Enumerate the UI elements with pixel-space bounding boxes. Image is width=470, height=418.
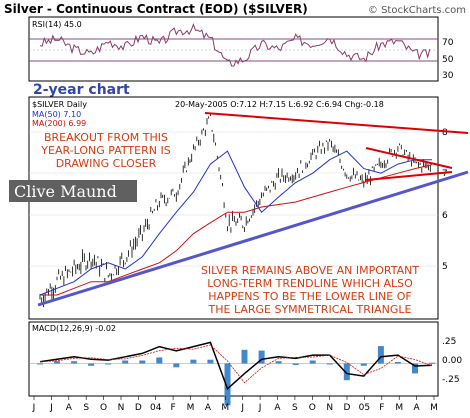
month-tick-label: 05: [359, 403, 370, 413]
annotation-top-line-2: YEAR-LONG PATTERN IS: [40, 144, 170, 157]
macd-hist-bar: [275, 361, 282, 364]
month-tick-label: F: [171, 403, 176, 413]
macd-label: MACD(12,26,9) -0.02: [32, 324, 116, 333]
macd-hist-bar: [139, 360, 146, 364]
macd-tick-neg: -.25: [442, 375, 460, 385]
month-tick-label: N: [326, 403, 333, 413]
month-tick-label: S: [292, 403, 298, 413]
macd-hist-bar: [224, 363, 231, 406]
ma200-line: [40, 164, 433, 296]
chart-title: Silver - Continuous Contract (EOD) ($SIL…: [4, 2, 308, 16]
macd-hist-bar: [173, 363, 180, 368]
month-tick-label: A: [205, 403, 212, 413]
month-tick-label: D: [135, 403, 142, 413]
macd-line: [39, 341, 433, 391]
small-triangle-upper-line: [365, 147, 453, 169]
month-tick-label: J: [49, 403, 53, 413]
annotation-bottom-line-3: HAPPENS TO BE THE LOWER LINE OF: [208, 290, 411, 303]
macd-hist-bar: [37, 363, 43, 365]
month-tick-label: O: [309, 403, 316, 413]
macd-histogram: [37, 346, 435, 406]
macd-tick-pos: .25: [442, 337, 456, 347]
month-tick-label: N: [118, 403, 125, 413]
annotation-bottom-line-1: SILVER REMAINS ABOVE AN IMPORTANT: [201, 264, 419, 277]
annotation-bottom-line-4: THE LARGE SYMMETRICAL TRIANGLE: [208, 303, 412, 316]
month-tick-label: A: [414, 403, 421, 413]
credit-text: © StockCharts.com: [368, 5, 466, 16]
month-tick-label: J: [258, 403, 262, 413]
month-tick-label: D: [344, 403, 351, 413]
month-tick-label: M: [395, 403, 403, 413]
macd-hist-bar: [394, 362, 401, 364]
rsi-label: RSI(14) 45.0: [32, 20, 82, 29]
macd-hist-bar: [190, 359, 197, 364]
rsi-tick-70: 70: [442, 38, 454, 48]
macd-hist-bar: [156, 357, 163, 364]
month-tick-label: M: [221, 403, 229, 413]
annotation-bottom-line-2: LONG-TERM TRENDLINE WHICH ALSO: [207, 277, 413, 290]
macd-hist-bar: [412, 363, 418, 374]
macd-hist-bar: [258, 350, 265, 364]
macd-hist-bar: [122, 360, 129, 364]
price-tick-6: 6: [442, 211, 448, 221]
rsi-panel: [28, 16, 439, 82]
upper-triangle-trendline: [204, 112, 469, 134]
rsi-series-line: [39, 22, 431, 67]
macd-hist-bar: [377, 346, 384, 364]
ticker-label: $SILVER Daily: [32, 100, 87, 109]
month-tick-label: 04: [150, 403, 162, 413]
annotation-top-line-3: DRAWING CLOSER: [56, 157, 157, 170]
macd-hist-bar: [71, 361, 78, 364]
rsi-tick-50: 50: [442, 55, 454, 65]
month-tick-label: M: [187, 403, 195, 413]
logo-text: Clive Maund: [14, 182, 117, 201]
month-tick-label: A: [274, 403, 281, 413]
month-tick-label: M: [430, 403, 438, 413]
month-tick-label: J: [32, 403, 36, 413]
macd-hist-bar: [429, 362, 435, 364]
small-triangle-lower-line: [365, 171, 453, 181]
month-axis: J J A S O N D 04 F M A M J J A S O N D 05 F M A M: [32, 396, 438, 413]
rsi-tick-30: 30: [442, 71, 454, 81]
annotation-top-line-1: BREAKOUT FROM THIS: [44, 131, 168, 144]
macd-hist-bar: [105, 363, 112, 365]
price-tick-7: 7: [442, 169, 448, 179]
macd-tick-zero: 0.00: [442, 356, 462, 366]
two-year-label: 2-year chart: [33, 82, 130, 98]
macd-hist-bar: [343, 363, 350, 381]
macd-hist-bar: [88, 363, 95, 366]
clive-maund-logo: [9, 180, 137, 202]
macd-hist-bar: [292, 363, 299, 365]
macd-hist-bar: [360, 363, 367, 366]
macd-hist-bar: [309, 360, 316, 364]
price-tick-5: 5: [442, 262, 448, 272]
month-tick-label: J: [240, 403, 244, 413]
macd-hist-bar: [54, 361, 60, 364]
legend-ma50: MA(50) 7.10: [32, 110, 81, 119]
price-tick-8: 8: [442, 128, 448, 138]
macd-hist-bar: [326, 363, 333, 365]
macd-hist-bar: [241, 349, 248, 364]
month-tick-label: O: [100, 403, 107, 413]
ma50-line: [39, 150, 432, 296]
legend-ma200: MA(200) 6.99: [32, 119, 86, 128]
month-tick-label: F: [379, 403, 384, 413]
ohlc-readout: 20-May-2005 O:7.12 H:7.15 L:6.92 C:6.94 …: [175, 100, 384, 109]
lower-triangle-trendline: [37, 170, 469, 307]
month-tick-label: A: [66, 403, 73, 413]
month-tick-label: S: [83, 403, 89, 413]
macd-hist-bar: [207, 359, 214, 364]
